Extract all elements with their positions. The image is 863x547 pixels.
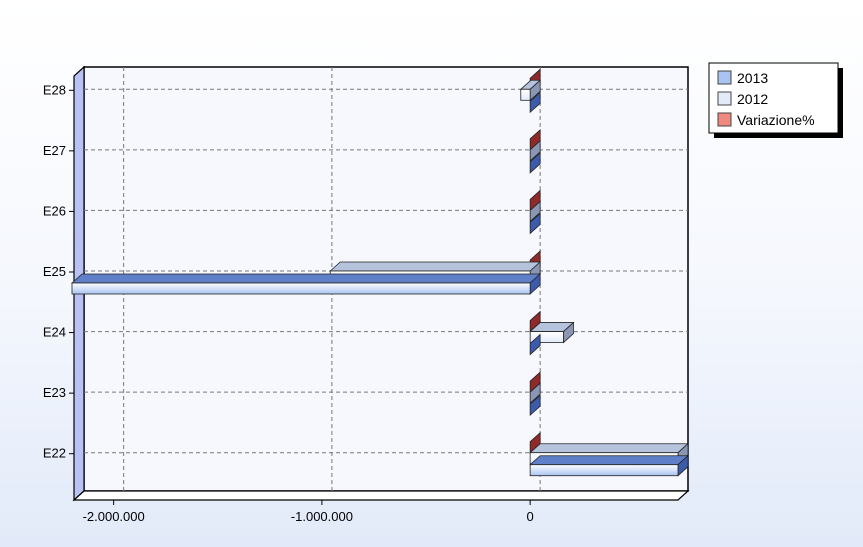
bar-2013-E25 xyxy=(70,273,542,295)
y-axis-ticks: E22 E23 E24 E25 E26 E27 E28 xyxy=(43,82,74,461)
y-tick-label-E28: E28 xyxy=(43,82,66,97)
y-tick-label-E25: E25 xyxy=(43,264,66,279)
plot-floor xyxy=(72,490,690,501)
legend-label-variazione: Variazione% xyxy=(737,112,815,128)
bar-2013-E26 xyxy=(529,212,541,235)
x-tick-label-1: -1.000.000 xyxy=(291,509,353,524)
legend: 2013 2012 Variazione% xyxy=(708,62,843,138)
bar-2013-E23 xyxy=(529,394,541,417)
bar-2012-E23 xyxy=(529,382,541,405)
legend-label-2012: 2012 xyxy=(737,91,768,107)
legend-swatch-variazione xyxy=(717,112,732,127)
y-tick-label-E24: E24 xyxy=(43,325,66,340)
y-tick-label-E27: E27 xyxy=(43,143,66,158)
legend-label-2013: 2013 xyxy=(737,70,768,86)
legend-swatch-2012 xyxy=(717,91,732,106)
legend-swatch-2013 xyxy=(717,70,732,85)
bar-2013-E27 xyxy=(529,151,541,174)
y-tick-label-E23: E23 xyxy=(43,385,66,400)
bar-2013-E28 xyxy=(529,91,541,114)
y-tick-label-E22: E22 xyxy=(43,446,66,461)
bar-2012-E27 xyxy=(529,139,541,162)
bar-2012-E24 xyxy=(529,321,575,344)
x-tick-label-2: 0 xyxy=(527,509,534,524)
x-axis-ticks: -2.000.000 -1.000.000 0 xyxy=(83,500,534,524)
bar-2012-E26 xyxy=(529,200,541,223)
bars xyxy=(70,68,690,477)
x-tick-label-0: -2.000.000 xyxy=(83,509,145,524)
bar-2013-E24 xyxy=(529,333,541,356)
bar-2012-E28 xyxy=(519,79,542,102)
y-tick-label-E26: E26 xyxy=(43,203,66,218)
bar-2013-E22 xyxy=(529,454,690,477)
